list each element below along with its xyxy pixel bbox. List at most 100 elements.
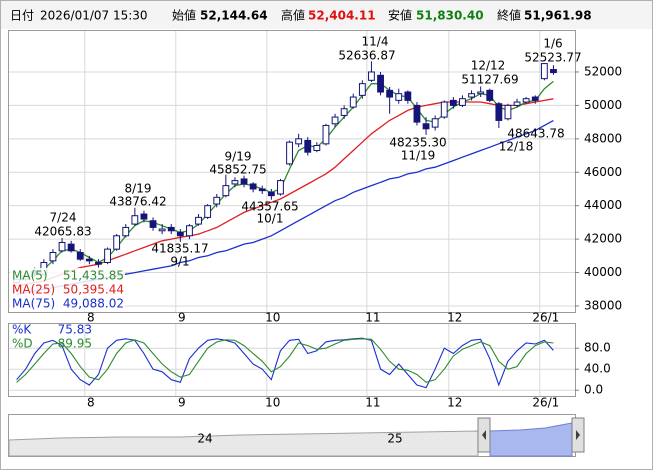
x-tick-label: 12	[447, 396, 462, 410]
candle-body	[368, 71, 375, 81]
candle-body	[195, 216, 202, 225]
annotation-price: 44357.65	[241, 200, 298, 214]
candle-body	[204, 205, 212, 218]
candle-body	[413, 104, 421, 123]
legend-name: %D	[12, 337, 33, 351]
stochastic-line	[16, 337, 554, 389]
annotation-price: 51127.69	[461, 73, 518, 87]
annotation-date: 1/6	[543, 37, 562, 51]
navigator-history	[8, 430, 479, 457]
candle-body	[131, 215, 139, 225]
candle-body	[240, 178, 248, 185]
candle-body	[358, 83, 366, 96]
x-tick-label: 26/1	[532, 396, 559, 410]
header-field-name: 始値	[172, 8, 196, 23]
candle-body	[459, 98, 466, 106]
navigator-label: 25	[387, 432, 402, 446]
legend-name: MA(75)	[12, 297, 55, 311]
candle-body	[231, 180, 239, 185]
candle-body	[258, 188, 266, 192]
candle-body	[113, 235, 121, 250]
candle-body	[295, 138, 303, 145]
candle-body	[286, 141, 293, 165]
annotation-date: 7/24	[50, 211, 77, 225]
y-tick-label: 42000	[584, 232, 622, 246]
candle-body	[431, 118, 439, 128]
candle-body	[76, 251, 84, 260]
y-tick-label: 38000	[584, 298, 622, 312]
x-tick-label: 10	[265, 311, 280, 325]
annotation-price: 42065.83	[34, 225, 91, 239]
header-field-value: 51,961.98	[524, 9, 592, 23]
candle-body	[386, 89, 394, 98]
candle-body	[495, 103, 503, 121]
legend-value: 50,395.44	[63, 283, 124, 297]
candle-body	[267, 191, 275, 197]
annotation-date: 11/4	[362, 35, 389, 49]
navigator-label: 24	[197, 432, 212, 446]
candle-body	[404, 91, 412, 101]
annotation-price: 41835.17	[151, 242, 208, 256]
header-field-name: 安値	[388, 8, 412, 23]
annotation-price: 48643.78	[507, 127, 564, 141]
y-tick-label: 48000	[584, 131, 622, 145]
x-tick-label: 8	[87, 311, 95, 325]
annotation-date: 8/19	[125, 182, 152, 196]
candle-body	[122, 226, 130, 237]
candle-body	[95, 262, 102, 265]
y-tick-label: 44000	[584, 198, 622, 212]
annotation-price: 45852.75	[209, 163, 266, 177]
annotation-date: 10/1	[257, 212, 284, 226]
legend-name: MA(25)	[12, 283, 55, 297]
candle-body	[349, 96, 357, 108]
annotation-date: 11/19	[401, 149, 436, 163]
y-tick-label: 0.0	[584, 383, 603, 397]
main-panel	[8, 30, 576, 313]
candle-body	[104, 248, 111, 264]
annotation-price: 52523.77	[524, 51, 581, 65]
candle-body	[249, 183, 257, 190]
y-tick-label: 80.0	[584, 341, 611, 355]
candle-body	[85, 258, 93, 262]
candle-body	[186, 225, 193, 237]
header-date: 2026/01/07 15:30	[40, 9, 148, 23]
legend-value: 51,435.85	[63, 269, 124, 283]
candle-body	[395, 93, 403, 101]
stochastic-line	[16, 338, 554, 383]
annotation-price: 43876.42	[109, 195, 166, 209]
header-field-value: 51,830.40	[416, 9, 484, 23]
candle-body	[277, 180, 284, 195]
candle-body	[49, 251, 57, 262]
candle-body	[486, 89, 494, 101]
annotation-date: 12/12	[471, 59, 506, 73]
handle-arrow	[482, 430, 486, 440]
header-field-name: 高値	[281, 8, 305, 23]
candle-body	[540, 63, 548, 80]
candle-body	[422, 123, 430, 130]
annotation-price: 52636.87	[338, 49, 395, 63]
candle-body	[222, 185, 230, 197]
candle-body	[67, 243, 75, 252]
legend-value: 75.83	[58, 323, 92, 337]
legend-value: 89.95	[58, 337, 92, 351]
annotation-date: 9/19	[225, 150, 252, 164]
candle-body	[340, 108, 348, 116]
header: 日付 2026/01/07 15:30 始値 52,144.64 高値 52,404.11…	[10, 8, 592, 23]
candle-body	[522, 98, 530, 103]
header-bar	[1, 1, 652, 29]
candle-body	[440, 101, 448, 118]
annotation-price: 48235.30	[389, 136, 446, 150]
candle-body	[531, 96, 539, 101]
y-tick-label: 52000	[584, 64, 622, 78]
candle-body	[158, 228, 166, 232]
header-field-value: 52,144.64	[200, 9, 268, 23]
candle-body	[322, 124, 330, 145]
header-field-value: 52,404.11	[308, 9, 376, 23]
x-tick-label: 11	[365, 396, 380, 410]
x-tick-label: 26/1	[532, 311, 559, 325]
candle-body	[167, 226, 175, 232]
annotation-date: 12/18	[499, 140, 534, 154]
y-tick-label: 50000	[584, 98, 622, 112]
candle-body	[304, 139, 312, 153]
candle-body	[331, 116, 339, 125]
